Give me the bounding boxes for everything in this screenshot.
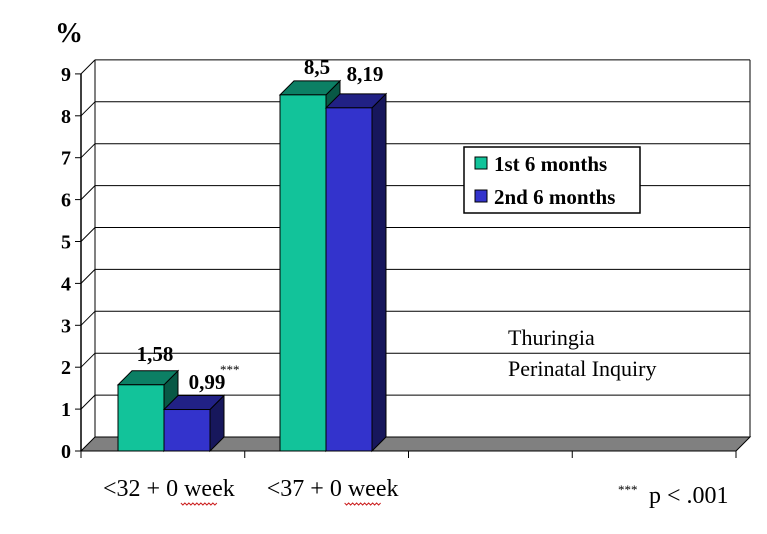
legend: 1st 6 months 2nd 6 months — [463, 146, 641, 214]
data-label: 8,5 — [304, 55, 330, 79]
x-category-label: <32 + 0 week — [103, 476, 235, 502]
bar-side-face — [371, 92, 387, 453]
bar-front-face — [279, 94, 327, 452]
legend-box — [463, 146, 641, 214]
gridline-side — [80, 59, 96, 75]
axes: 0 1 2 3 4 5 6 7 8 9 <32 + 0 week <37 + 0 week — [61, 59, 751, 506]
y-tick-label: 1 — [61, 399, 71, 421]
gridline-side — [80, 269, 96, 284]
y-tick-label: 6 — [61, 190, 71, 212]
data-label: 0,99 — [189, 370, 226, 394]
gridline-side — [80, 394, 96, 410]
bar-front-face — [163, 409, 211, 452]
spellcheck-underline — [344, 502, 381, 506]
data-label: 1,58 — [137, 342, 174, 366]
spellcheck-underline — [180, 502, 218, 506]
y-tick-label: 8 — [61, 106, 71, 128]
gridline-side — [80, 143, 96, 159]
bar-front-face — [325, 107, 373, 452]
y-tick-label: 7 — [61, 148, 71, 170]
bar-front-face — [117, 384, 165, 452]
data-label: 8,19 — [347, 62, 384, 86]
bar-1-1 — [116, 369, 180, 453]
y-tick-label: 2 — [61, 357, 71, 379]
gridline-side — [80, 185, 96, 200]
gridline-side — [80, 352, 96, 368]
footnote-marker: *** — [618, 482, 638, 497]
y-tick-label: 0 — [61, 441, 71, 463]
gridline-side — [80, 310, 96, 326]
legend-label-series-1: 1st 6 months — [494, 152, 607, 176]
y-tick-label: 9 — [61, 64, 71, 86]
y-unit-label: % — [55, 18, 83, 49]
bars — [116, 79, 388, 453]
legend-label-series-2: 2nd 6 months — [494, 185, 615, 209]
x-category-label: <37 + 0 week — [267, 476, 399, 502]
annotation-line-2: Perinatal Inquiry — [508, 356, 656, 381]
y-tick-label: 5 — [61, 232, 71, 254]
y-tick-label: 3 — [61, 315, 71, 337]
significance-marker: *** — [220, 362, 240, 377]
y-tick-label: 4 — [61, 273, 71, 295]
bar-2-2 — [324, 92, 388, 453]
data-labels: 1,58 0,99 8,5 8,19 — [137, 55, 384, 394]
gridline-side — [80, 227, 96, 242]
gridline-side — [80, 101, 96, 117]
grid-lines — [80, 59, 750, 410]
annotation-line-1: Thuringia — [508, 325, 595, 350]
legend-swatch-series-2 — [474, 189, 488, 203]
footnote-text: p < .001 — [649, 483, 729, 509]
bar-2-1 — [162, 394, 226, 453]
legend-swatch-series-1 — [474, 156, 488, 170]
